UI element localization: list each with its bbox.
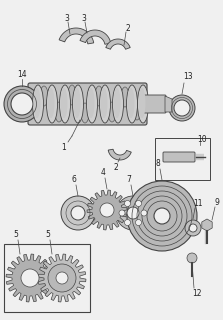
Ellipse shape bbox=[40, 86, 48, 106]
Polygon shape bbox=[6, 254, 54, 302]
Text: 1: 1 bbox=[62, 142, 66, 151]
Circle shape bbox=[56, 272, 68, 284]
Ellipse shape bbox=[95, 86, 103, 106]
Circle shape bbox=[136, 220, 142, 226]
Circle shape bbox=[100, 203, 114, 217]
Polygon shape bbox=[59, 28, 94, 44]
Circle shape bbox=[11, 93, 33, 115]
Ellipse shape bbox=[138, 85, 149, 123]
Polygon shape bbox=[106, 39, 130, 49]
Text: 13: 13 bbox=[183, 71, 193, 81]
Polygon shape bbox=[202, 219, 212, 231]
Text: 11: 11 bbox=[193, 198, 203, 207]
Ellipse shape bbox=[33, 88, 41, 118]
Ellipse shape bbox=[55, 102, 63, 122]
Ellipse shape bbox=[112, 85, 124, 123]
Circle shape bbox=[116, 196, 150, 230]
Polygon shape bbox=[165, 96, 172, 112]
Text: 4: 4 bbox=[101, 167, 105, 177]
FancyBboxPatch shape bbox=[142, 95, 166, 113]
Ellipse shape bbox=[138, 88, 145, 118]
Polygon shape bbox=[87, 190, 127, 230]
Ellipse shape bbox=[99, 85, 111, 123]
Ellipse shape bbox=[72, 85, 83, 123]
Circle shape bbox=[21, 269, 39, 287]
FancyBboxPatch shape bbox=[163, 152, 195, 162]
Text: 9: 9 bbox=[215, 197, 219, 206]
Circle shape bbox=[53, 269, 71, 287]
Text: 7: 7 bbox=[127, 174, 131, 183]
Circle shape bbox=[124, 220, 130, 226]
Ellipse shape bbox=[101, 88, 107, 118]
Circle shape bbox=[119, 210, 125, 216]
Ellipse shape bbox=[128, 88, 134, 118]
Circle shape bbox=[124, 200, 130, 206]
Ellipse shape bbox=[133, 100, 141, 120]
Text: 10: 10 bbox=[197, 134, 207, 143]
Ellipse shape bbox=[60, 85, 70, 123]
Ellipse shape bbox=[33, 85, 43, 123]
FancyBboxPatch shape bbox=[28, 83, 147, 125]
Circle shape bbox=[71, 206, 85, 220]
Circle shape bbox=[48, 264, 76, 292]
Ellipse shape bbox=[47, 85, 58, 123]
Circle shape bbox=[127, 207, 139, 219]
Circle shape bbox=[185, 220, 201, 236]
Text: 2: 2 bbox=[126, 23, 130, 33]
Circle shape bbox=[187, 253, 197, 263]
Circle shape bbox=[141, 210, 147, 216]
Text: 3: 3 bbox=[65, 13, 69, 22]
Circle shape bbox=[174, 100, 190, 116]
Bar bbox=[155, 138, 210, 180]
Circle shape bbox=[136, 200, 142, 206]
Ellipse shape bbox=[121, 87, 129, 107]
Circle shape bbox=[154, 208, 170, 224]
Text: 5: 5 bbox=[14, 229, 19, 238]
Text: 6: 6 bbox=[72, 174, 76, 183]
Ellipse shape bbox=[126, 85, 138, 123]
Ellipse shape bbox=[68, 85, 76, 105]
Ellipse shape bbox=[81, 103, 89, 123]
Ellipse shape bbox=[87, 85, 97, 123]
Text: 8: 8 bbox=[156, 158, 160, 167]
Text: 14: 14 bbox=[17, 69, 27, 78]
Circle shape bbox=[189, 224, 197, 232]
Ellipse shape bbox=[60, 88, 68, 118]
Circle shape bbox=[127, 181, 197, 251]
Ellipse shape bbox=[108, 102, 116, 122]
Ellipse shape bbox=[87, 88, 95, 118]
Text: 12: 12 bbox=[192, 290, 202, 299]
Polygon shape bbox=[80, 30, 111, 44]
Ellipse shape bbox=[114, 88, 120, 118]
Text: 2: 2 bbox=[114, 163, 118, 172]
Circle shape bbox=[61, 196, 95, 230]
Ellipse shape bbox=[74, 88, 81, 118]
Polygon shape bbox=[38, 254, 86, 302]
Bar bbox=[4, 244, 90, 312]
Text: 3: 3 bbox=[82, 13, 87, 22]
Circle shape bbox=[4, 86, 40, 122]
Ellipse shape bbox=[47, 88, 54, 118]
Circle shape bbox=[169, 95, 195, 121]
Polygon shape bbox=[108, 149, 131, 160]
Text: 5: 5 bbox=[45, 229, 50, 238]
